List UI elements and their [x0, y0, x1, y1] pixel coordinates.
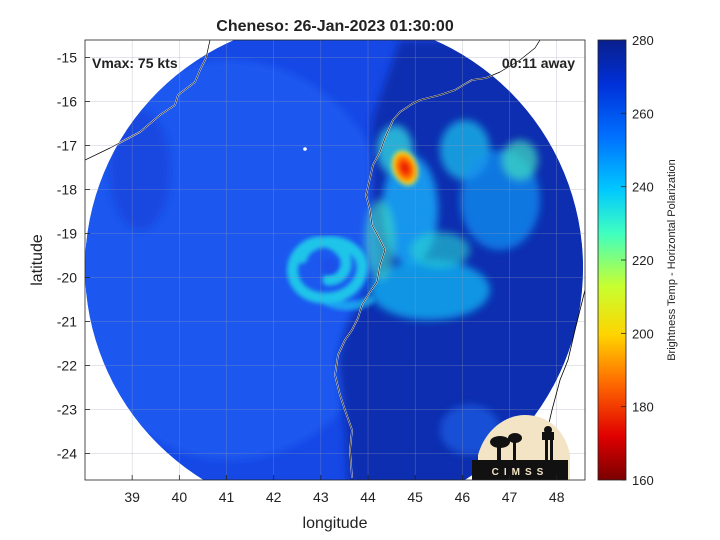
colorbar-ticks: 280 260 240 220 200 180 160: [621, 33, 654, 488]
colorbar-tick-label: 220: [632, 253, 654, 268]
x-axis-label: longitude: [303, 515, 368, 532]
x-tick-label: 41: [219, 489, 235, 505]
grid-lines: [85, 40, 585, 480]
y-tick-label: -20: [57, 270, 77, 286]
y-tick-label: -19: [57, 226, 77, 242]
x-tick-label: 39: [124, 489, 140, 505]
y-tick-label: -22: [57, 358, 77, 374]
chart-title: Cheneso: 26-Jan-2023 01:30:00: [216, 18, 454, 35]
y-tick-label: -23: [57, 402, 77, 418]
y-tick-label: -16: [57, 94, 77, 110]
x-tick-label: 43: [313, 489, 329, 505]
eye: [321, 258, 337, 274]
coastline-east: [544, 289, 585, 441]
y-tick-label: -24: [57, 446, 77, 462]
plot-border: [84, 39, 586, 481]
colorbar-tick-label: 200: [632, 326, 654, 341]
y-tick-label: -18: [57, 182, 77, 198]
y-tick-label: -21: [57, 314, 77, 330]
y-tick-label: -15: [57, 50, 77, 66]
cimss-logo: CIMSS: [472, 415, 570, 480]
colorbar-label: Brightness Temp - Horizontal Polarizatio…: [666, 159, 678, 361]
x-tick-label: 44: [360, 489, 376, 505]
x-tick-label: 45: [407, 489, 423, 505]
logo-text: CIMSS: [492, 467, 549, 478]
colorbar: 280 260 240 220 200 180 160 Brightness Temp - …: [597, 33, 678, 488]
x-tick-label: 46: [455, 489, 471, 505]
island-marker: [303, 147, 307, 151]
colorbar-tick-label: 240: [632, 180, 654, 195]
x-tick-label: 48: [549, 489, 565, 505]
x-axis: 39 40 41 42 43 44 45 46 47 48: [124, 475, 565, 505]
y-axis-label: latitude: [29, 234, 46, 286]
time-offset-label: 00:11 away: [502, 55, 575, 71]
x-tick-label: 42: [266, 489, 282, 505]
colorbar-tick-label: 180: [632, 400, 654, 415]
vmax-label: Vmax: 75 kts: [92, 55, 178, 71]
colorbar-tick-label: 160: [632, 473, 654, 488]
y-tick-label: -17: [57, 138, 77, 154]
coastline-outline: [85, 40, 541, 479]
y-axis: -15 -16 -17 -18 -19 -20 -21 -22 -23 -24: [57, 50, 90, 462]
rainband-core: [390, 148, 420, 188]
colorbar-tick-label: 260: [632, 106, 654, 121]
x-tick-label: 47: [502, 489, 518, 505]
eyewall-spiral: [287, 236, 375, 311]
x-tick-label: 40: [172, 489, 188, 505]
colorbar-tick-label: 280: [632, 33, 654, 48]
